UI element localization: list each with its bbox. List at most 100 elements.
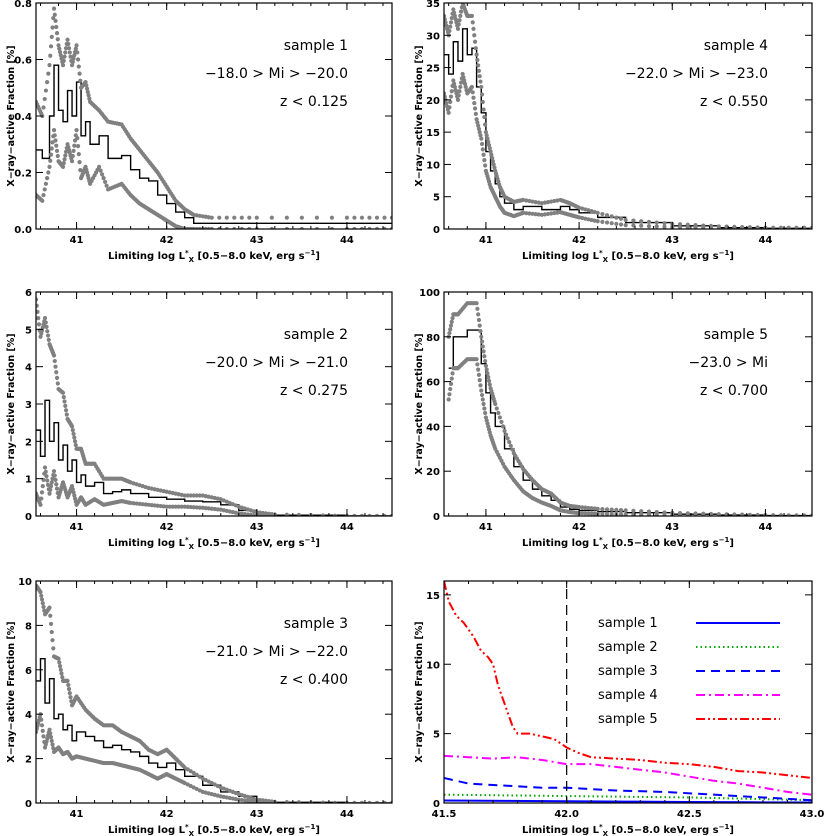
dot-upper-bound bbox=[473, 46, 478, 51]
series-group bbox=[446, 301, 812, 516]
dot-lower-bound bbox=[447, 105, 452, 110]
dot-lower-bound bbox=[40, 198, 45, 203]
dot-upper-bound bbox=[448, 327, 453, 332]
x-tick-label: 41.5 bbox=[432, 809, 457, 820]
series-line-fraction bbox=[444, 28, 812, 229]
panel-annotation-1: sample 1 bbox=[284, 38, 348, 54]
dot-upper-bound bbox=[254, 215, 259, 220]
dot-upper-bound bbox=[36, 303, 39, 308]
dot-upper-bound bbox=[36, 309, 40, 315]
dot-lower-bound bbox=[609, 512, 614, 516]
dot-lower-bound bbox=[448, 94, 454, 99]
x-axis-label: Limiting log L*X [0.5−8.0 keV, erg s−1] bbox=[522, 823, 734, 836]
dot-lower-bound bbox=[478, 133, 483, 138]
dot-lower-bound bbox=[477, 378, 482, 383]
dot-lower-bound bbox=[542, 212, 548, 217]
dot-upper-bound bbox=[482, 354, 487, 359]
dot-upper-bound bbox=[50, 638, 55, 643]
dot-lower-bound bbox=[701, 513, 706, 516]
dot-lower-bound bbox=[40, 484, 45, 489]
dot-upper-bound bbox=[458, 13, 463, 19]
dot-lower-bound bbox=[61, 160, 66, 166]
dot-lower-bound bbox=[604, 511, 610, 516]
dot-upper-bound bbox=[485, 371, 490, 376]
dot-upper-bound bbox=[481, 349, 486, 354]
dot-upper-bound bbox=[486, 375, 491, 380]
dot-lower-bound bbox=[51, 128, 57, 133]
plot-frame bbox=[443, 580, 813, 804]
dot-upper-bound bbox=[68, 695, 73, 700]
dot-upper-bound bbox=[595, 210, 600, 215]
dot-lower-bound bbox=[54, 486, 60, 491]
dot-upper-bound bbox=[53, 18, 58, 23]
dot-upper-bound bbox=[533, 199, 538, 205]
dot-upper-bound bbox=[478, 79, 483, 84]
dot-upper-bound bbox=[185, 767, 190, 772]
dot-upper-bound bbox=[580, 505, 585, 510]
dot-lower-bound bbox=[654, 513, 659, 516]
dot-lower-bound bbox=[552, 210, 557, 216]
dot-upper-bound bbox=[494, 406, 499, 411]
panel-annotation-3: z < 0.550 bbox=[700, 94, 768, 110]
x-tick-label: 41 bbox=[70, 522, 84, 533]
dot-upper-bound bbox=[444, 23, 449, 28]
y-tick-label: 2 bbox=[25, 755, 32, 766]
chart-panel-3: 41 42 43 44 0 1 2 3 4 5 6 Limiting log L*X [0.5−8.0… bbox=[6, 288, 393, 551]
dot-upper-bound bbox=[592, 506, 597, 511]
dot-lower-bound bbox=[476, 126, 482, 132]
dot-upper-bound bbox=[539, 201, 544, 206]
dot-lower-bound bbox=[45, 176, 50, 181]
dot-upper-bound bbox=[521, 197, 526, 203]
chart-panel-2: 41 42 43 44 0 5 10 15 20 25 30 35 Limiting log L*X [… bbox=[414, 0, 813, 264]
dot-lower-bound bbox=[732, 226, 737, 229]
dot-upper-bound bbox=[69, 63, 75, 68]
dot-upper-bound bbox=[524, 198, 529, 203]
dot-upper-bound bbox=[66, 41, 71, 47]
panel-annotation-1: sample 3 bbox=[284, 616, 348, 632]
dot-lower-bound bbox=[447, 392, 452, 397]
dot-upper-bound bbox=[496, 410, 501, 416]
dot-upper-bound bbox=[479, 334, 484, 339]
dot-upper-bound bbox=[51, 15, 56, 21]
y-tick-label: 20 bbox=[426, 467, 440, 478]
dot-lower-bound bbox=[631, 223, 636, 228]
dot-upper-bound bbox=[499, 419, 504, 425]
plot-frame bbox=[443, 291, 813, 517]
dot-lower-bound bbox=[614, 221, 619, 226]
dot-upper-bound bbox=[83, 80, 88, 85]
dot-upper-bound bbox=[61, 395, 66, 400]
series-line-sample-2 bbox=[444, 793, 812, 802]
dot-upper-bound bbox=[475, 57, 480, 63]
dot-lower-bound bbox=[39, 490, 45, 495]
dot-upper-bound bbox=[194, 772, 199, 777]
dot-upper-bound bbox=[475, 306, 480, 311]
dot-upper-bound bbox=[43, 320, 48, 325]
dot-upper-bound bbox=[60, 63, 66, 68]
panel-annotation-2: −23.0 > Mi bbox=[688, 355, 768, 371]
dot-upper-bound bbox=[352, 215, 357, 220]
dot-lower-bound bbox=[533, 212, 538, 217]
dot-lower-bound bbox=[458, 80, 464, 85]
y-tick-label: 0.0 bbox=[14, 225, 32, 236]
dot-lower-bound bbox=[444, 94, 447, 99]
dot-upper-bound bbox=[38, 590, 43, 595]
dot-upper-bound bbox=[70, 59, 75, 64]
dot-upper-bound bbox=[63, 408, 69, 413]
dot-upper-bound bbox=[631, 218, 636, 223]
dot-lower-bound bbox=[167, 504, 172, 509]
dot-upper-bound bbox=[600, 211, 605, 217]
dot-upper-bound bbox=[486, 378, 492, 383]
dot-upper-bound bbox=[75, 50, 80, 55]
y-axis-label: X−ray−active Fraction [%] bbox=[6, 333, 17, 474]
dot-lower-bound bbox=[71, 148, 76, 153]
y-tick-label: 40 bbox=[426, 422, 440, 433]
x-tick-label: 41 bbox=[70, 235, 84, 246]
dot-lower-bound bbox=[179, 504, 184, 509]
dot-lower-bound bbox=[448, 386, 453, 392]
y-axis-label: X−ray−active Fraction [%] bbox=[414, 333, 425, 474]
dot-lower-bound bbox=[47, 491, 52, 496]
dot-upper-bound bbox=[477, 74, 482, 79]
chart-panel-6: 41.5 42.0 42.5 43.0 0 5 10 15 Limiting log L*X [… bbox=[414, 580, 824, 836]
dot-lower-bound bbox=[45, 478, 50, 483]
